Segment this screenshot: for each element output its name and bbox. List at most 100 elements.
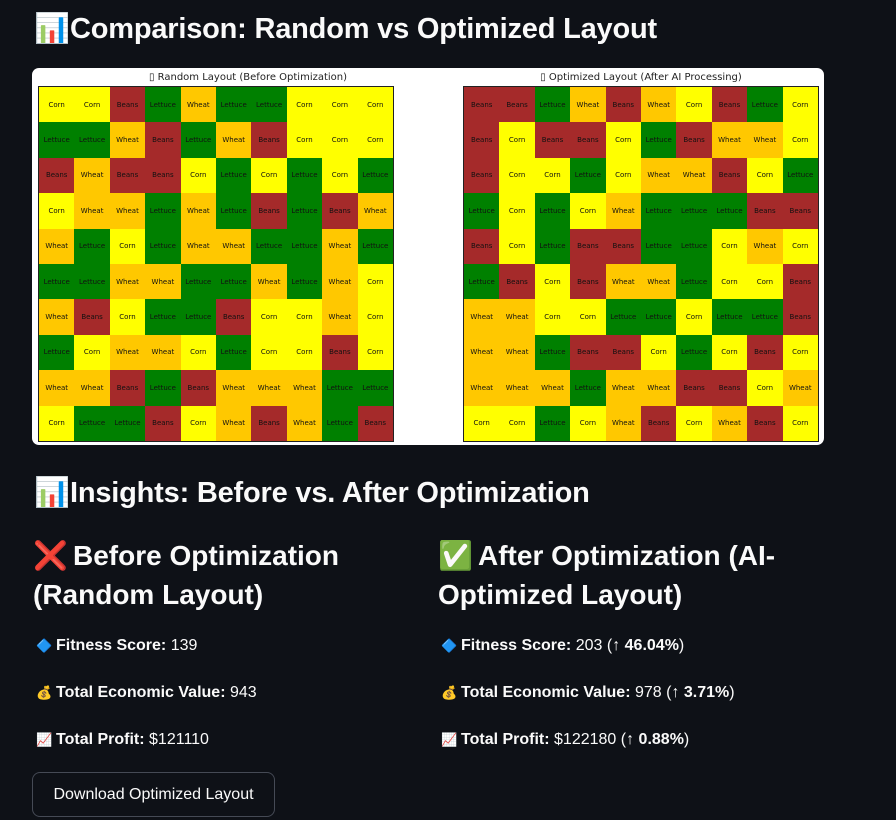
grid-cell: Lettuce	[641, 299, 677, 335]
grid-cell: Beans	[39, 157, 75, 194]
grid-cell: Corn	[570, 193, 606, 229]
grid-cell: Lettuce	[216, 264, 252, 300]
grid-cell: Corn	[711, 334, 748, 371]
grid-cell: Wheat	[39, 299, 75, 335]
grid-cell: Wheat	[180, 193, 216, 229]
grid-cell: Beans	[711, 370, 748, 406]
grid-cell: Lettuce	[570, 370, 606, 406]
grid-cell: Wheat	[641, 87, 677, 123]
grid-cell: Beans	[711, 87, 748, 123]
grid-cell: Wheat	[180, 228, 216, 264]
download-optimized-layout-button[interactable]: Download Optimized Layout	[32, 772, 275, 817]
grid-cell: Wheat	[74, 370, 110, 406]
grid-cell: Wheat	[605, 264, 641, 300]
grid-cell: Wheat	[286, 370, 323, 406]
stat-label: Total Economic Value:	[56, 684, 226, 701]
grid-cell: Beans	[109, 157, 146, 194]
grid-cell: Beans	[747, 193, 783, 229]
grid-cell: Corn	[74, 87, 110, 123]
grid-cell: Corn	[357, 87, 393, 123]
money-bag-icon: 💰	[441, 685, 458, 700]
bar-chart-icon: 📊	[34, 13, 70, 45]
grid-cell: Wheat	[109, 334, 146, 371]
grid-cell: Lettuce	[39, 334, 75, 371]
grid-cell: Wheat	[39, 228, 75, 264]
grid-cell: Beans	[676, 370, 712, 406]
grid-cell: Lettuce	[534, 87, 571, 123]
grid-cell: Corn	[782, 87, 818, 123]
grid-cell: Corn	[676, 405, 712, 441]
grid-cell: Beans	[782, 299, 818, 335]
grid-cell: Beans	[109, 370, 146, 406]
grid-cell: Corn	[534, 264, 571, 300]
optimized-grid-title: ▯ Optimized Layout (After AI Processing)	[540, 72, 742, 83]
grid-cell: Wheat	[782, 370, 818, 406]
grid-cell: Lettuce	[782, 157, 818, 194]
grid-cell: Beans	[251, 122, 287, 158]
grid-cell: Corn	[357, 334, 393, 371]
grid-cell: Beans	[676, 122, 712, 158]
grid-cell: Lettuce	[145, 193, 181, 229]
grid-cell: Corn	[322, 87, 358, 123]
grid-cell: Lettuce	[39, 122, 75, 158]
chart-increasing-icon: 📈	[441, 732, 458, 747]
grid-cell: Corn	[180, 405, 216, 441]
grid-cell: Beans	[605, 87, 641, 123]
grid-cell: Corn	[782, 122, 818, 158]
grid-cell: Wheat	[534, 370, 571, 406]
grid-cell: Wheat	[711, 122, 748, 158]
stat-value: $122180	[554, 731, 617, 748]
grid-cell: Corn	[109, 299, 146, 335]
grid-cell: Corn	[109, 228, 146, 264]
grid-cell: Wheat	[251, 370, 287, 406]
grid-cell: Beans	[251, 193, 287, 229]
after-optimization-heading: ✅ After Optimization (AI-Optimized Layout…	[438, 536, 838, 614]
grid-cell: Lettuce	[676, 193, 712, 229]
grid-cell: Corn	[39, 405, 75, 441]
grid-cell: Lettuce	[322, 370, 358, 406]
grid-cell: Wheat	[464, 370, 500, 406]
grid-cell: Wheat	[464, 299, 500, 335]
grid-cell: Beans	[464, 87, 500, 123]
grid-cell: Wheat	[464, 334, 500, 371]
grid-cell: Wheat	[251, 264, 287, 300]
grid-cell: Lettuce	[74, 228, 110, 264]
grid-cell: Corn	[39, 193, 75, 229]
optimized-layout-grid: Beans Beans Lettuce Wheat Beans Wheat Corn Bean…	[463, 86, 819, 442]
grid-cell: Lettuce	[676, 334, 712, 371]
grid-cell: Wheat	[605, 405, 641, 441]
grid-cell: Lettuce	[534, 228, 571, 264]
grid-cell: Lettuce	[534, 193, 571, 229]
after-fitness-stat: 🔷 Fitness Score: 203 (↑ 46.04%)	[441, 637, 685, 654]
grid-cell: Wheat	[570, 87, 606, 123]
grid-cell: Beans	[534, 122, 571, 158]
stat-value: 943	[229, 684, 257, 701]
grid-cell: Corn	[39, 87, 75, 123]
grid-cell: Corn	[747, 370, 783, 406]
grid-cell: Lettuce	[464, 193, 500, 229]
grid-cell: Corn	[570, 299, 606, 335]
grid-cell: Lettuce	[145, 228, 181, 264]
grid-cell: Lettuce	[39, 264, 75, 300]
grid-cell: Wheat	[641, 157, 677, 194]
stat-change: ↑ 3.71%	[671, 684, 730, 701]
grid-cell: Beans	[74, 299, 110, 335]
grid-cell: Beans	[180, 370, 216, 406]
grid-cell: Wheat	[641, 264, 677, 300]
grid-cell: Lettuce	[286, 264, 323, 300]
stat-value: 978	[634, 684, 662, 701]
grid-cell: Beans	[251, 405, 287, 441]
grid-cell: Beans	[322, 193, 358, 229]
diamond-icon: 🔷	[441, 638, 458, 653]
bar-chart-icon: 📊	[34, 477, 70, 509]
stat-label: Fitness Score:	[461, 637, 572, 654]
grid-cell: Corn	[322, 122, 358, 158]
grid-cell: Corn	[782, 405, 818, 441]
grid-cell: Lettuce	[251, 228, 287, 264]
before-heading-text: Before Optimization (Random Layout)	[33, 540, 340, 610]
grid-cell: Wheat	[322, 228, 358, 264]
grid-cell: Corn	[534, 299, 571, 335]
grid-cell: Lettuce	[109, 405, 146, 441]
grid-cell: Lettuce	[747, 87, 783, 123]
grid-cell: Lettuce	[216, 157, 252, 194]
